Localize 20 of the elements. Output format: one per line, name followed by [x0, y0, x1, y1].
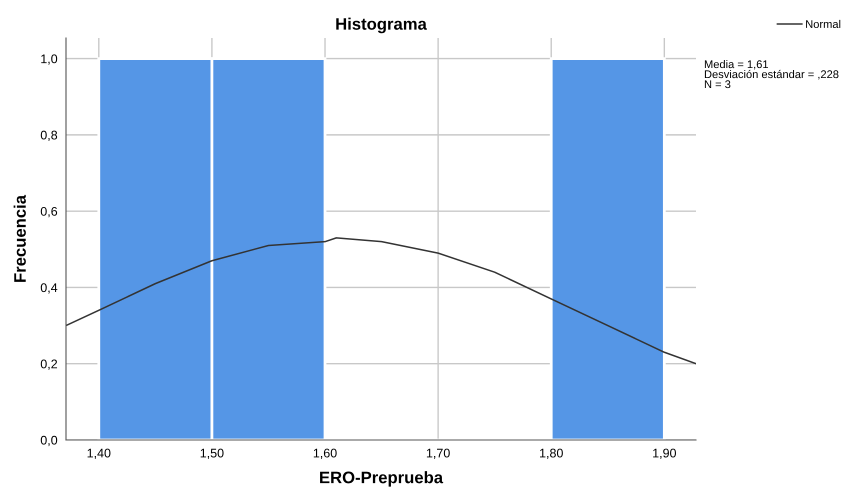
- x-tick-label: 1,60: [314, 448, 337, 459]
- y-tick-label: 0,8: [40, 130, 58, 142]
- x-tick-label: 1,40: [88, 448, 110, 459]
- text: N = 3: [704, 80, 730, 88]
- x-tick-label: 1,90: [653, 448, 676, 459]
- x-tick-label: 1,70: [426, 448, 450, 459]
- line-series: [66, 237, 696, 364]
- y-tick-label: 0,6: [40, 206, 58, 218]
- chart-title: Histograma: [336, 18, 427, 34]
- y-tick-label: 0,2: [40, 360, 58, 370]
- y-tick-label: 0,4: [40, 283, 58, 294]
- y-axis-title: Frecuencia: [14, 194, 26, 282]
- x-tick-label: 1,50: [200, 448, 224, 459]
- x-tick-label: 1,80: [540, 448, 563, 459]
- y-tick-label: 0,0: [40, 436, 58, 446]
- legend-label: Normal: [806, 20, 840, 28]
- text: Desviación estándar = ,228: [704, 70, 838, 80]
- x-axis-title: ERO-Preprueba: [320, 471, 444, 487]
- y-tick-label: 1,0: [41, 54, 58, 65]
- text: Media = 1,61: [704, 60, 768, 70]
